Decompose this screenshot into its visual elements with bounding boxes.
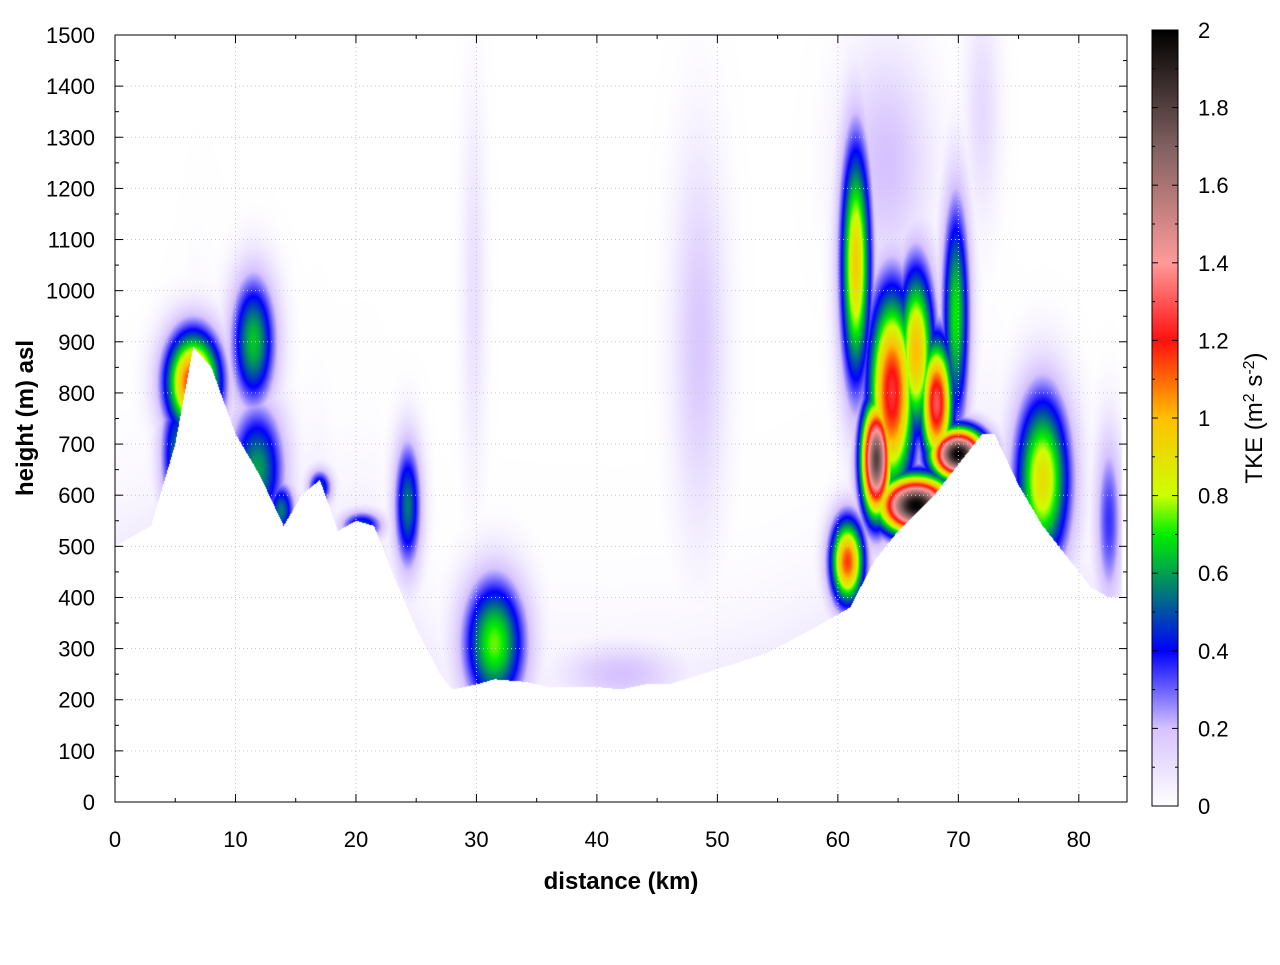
colorbar-tick-label: 1.4 xyxy=(1198,251,1229,276)
y-tick-label: 600 xyxy=(58,483,95,508)
colorbar-tick-label: 1.2 xyxy=(1198,328,1229,353)
x-tick-label: 30 xyxy=(464,827,488,852)
x-axis-title: distance (km) xyxy=(544,868,699,895)
colorbar-tick-label: 0.8 xyxy=(1198,484,1229,509)
colorbar-title-main: TKE (m xyxy=(1241,402,1268,483)
y-tick-label: 400 xyxy=(58,585,95,610)
y-tick-label: 1200 xyxy=(46,176,95,201)
y-axis: 0 100 200 300 400 500 600 700 800 900 1000 1100 1200… xyxy=(46,23,1127,815)
colorbar-title-sup2: -2 xyxy=(1241,360,1258,374)
x-axis: 0 10 20 30 40 50 60 70 80 xyxy=(109,35,1091,852)
colorbar-title-mid: s xyxy=(1241,375,1268,394)
y-tick-label: 1000 xyxy=(46,279,95,304)
y-axis-title: height (m) asl xyxy=(12,340,39,496)
y-tick-label: 1100 xyxy=(48,228,95,253)
x-tick-label: 70 xyxy=(946,827,970,852)
y-tick-label: 700 xyxy=(58,432,95,457)
y-tick-label: 1500 xyxy=(46,23,95,48)
colorbar-title-end: ) xyxy=(1241,352,1268,360)
colorbar-tick-label: 2 xyxy=(1198,18,1210,43)
y-tick-label: 200 xyxy=(58,688,95,713)
x-tick-label: 40 xyxy=(585,827,609,852)
x-tick-label: 20 xyxy=(344,827,368,852)
colorbar-title: TKE (m2 s-2) xyxy=(1241,352,1269,483)
tke-heatmap-image xyxy=(115,35,1127,802)
y-tick-label: 1300 xyxy=(46,125,95,150)
colorbar-tick-label: 1.6 xyxy=(1198,173,1229,198)
y-tick-label: 500 xyxy=(58,534,95,559)
colorbar-ticks: 0 0.2 0.4 0.6 0.8 1 1.2 1.4 1.6 1.8 2 xyxy=(1152,18,1229,819)
y-tick-label: 100 xyxy=(58,739,95,764)
x-tick-label: 0 xyxy=(109,827,121,852)
colorbar-tick-label: 0.6 xyxy=(1198,561,1229,586)
x-tick-label: 80 xyxy=(1067,827,1091,852)
y-tick-label: 800 xyxy=(58,381,95,406)
colorbar-tick-label: 0.2 xyxy=(1198,716,1229,741)
colorbar-tick-label: 0 xyxy=(1198,794,1210,819)
grid-lines xyxy=(115,35,1127,802)
heatmap-layer xyxy=(115,35,1127,802)
y-tick-label: 300 xyxy=(58,637,95,662)
colorbar-title-sup1: 2 xyxy=(1241,393,1258,402)
colorbar-tick-label: 1.8 xyxy=(1198,96,1229,121)
y-tick-label: 1400 xyxy=(46,74,95,99)
x-tick-label: 50 xyxy=(705,827,729,852)
colorbar-tick-label: 0.4 xyxy=(1198,639,1229,664)
y-tick-label: 0 xyxy=(83,790,95,815)
x-tick-label: 60 xyxy=(826,827,850,852)
x-tick-label: 10 xyxy=(223,827,247,852)
y-tick-label: 900 xyxy=(58,330,95,355)
colorbar-tick-label: 1 xyxy=(1198,406,1210,431)
